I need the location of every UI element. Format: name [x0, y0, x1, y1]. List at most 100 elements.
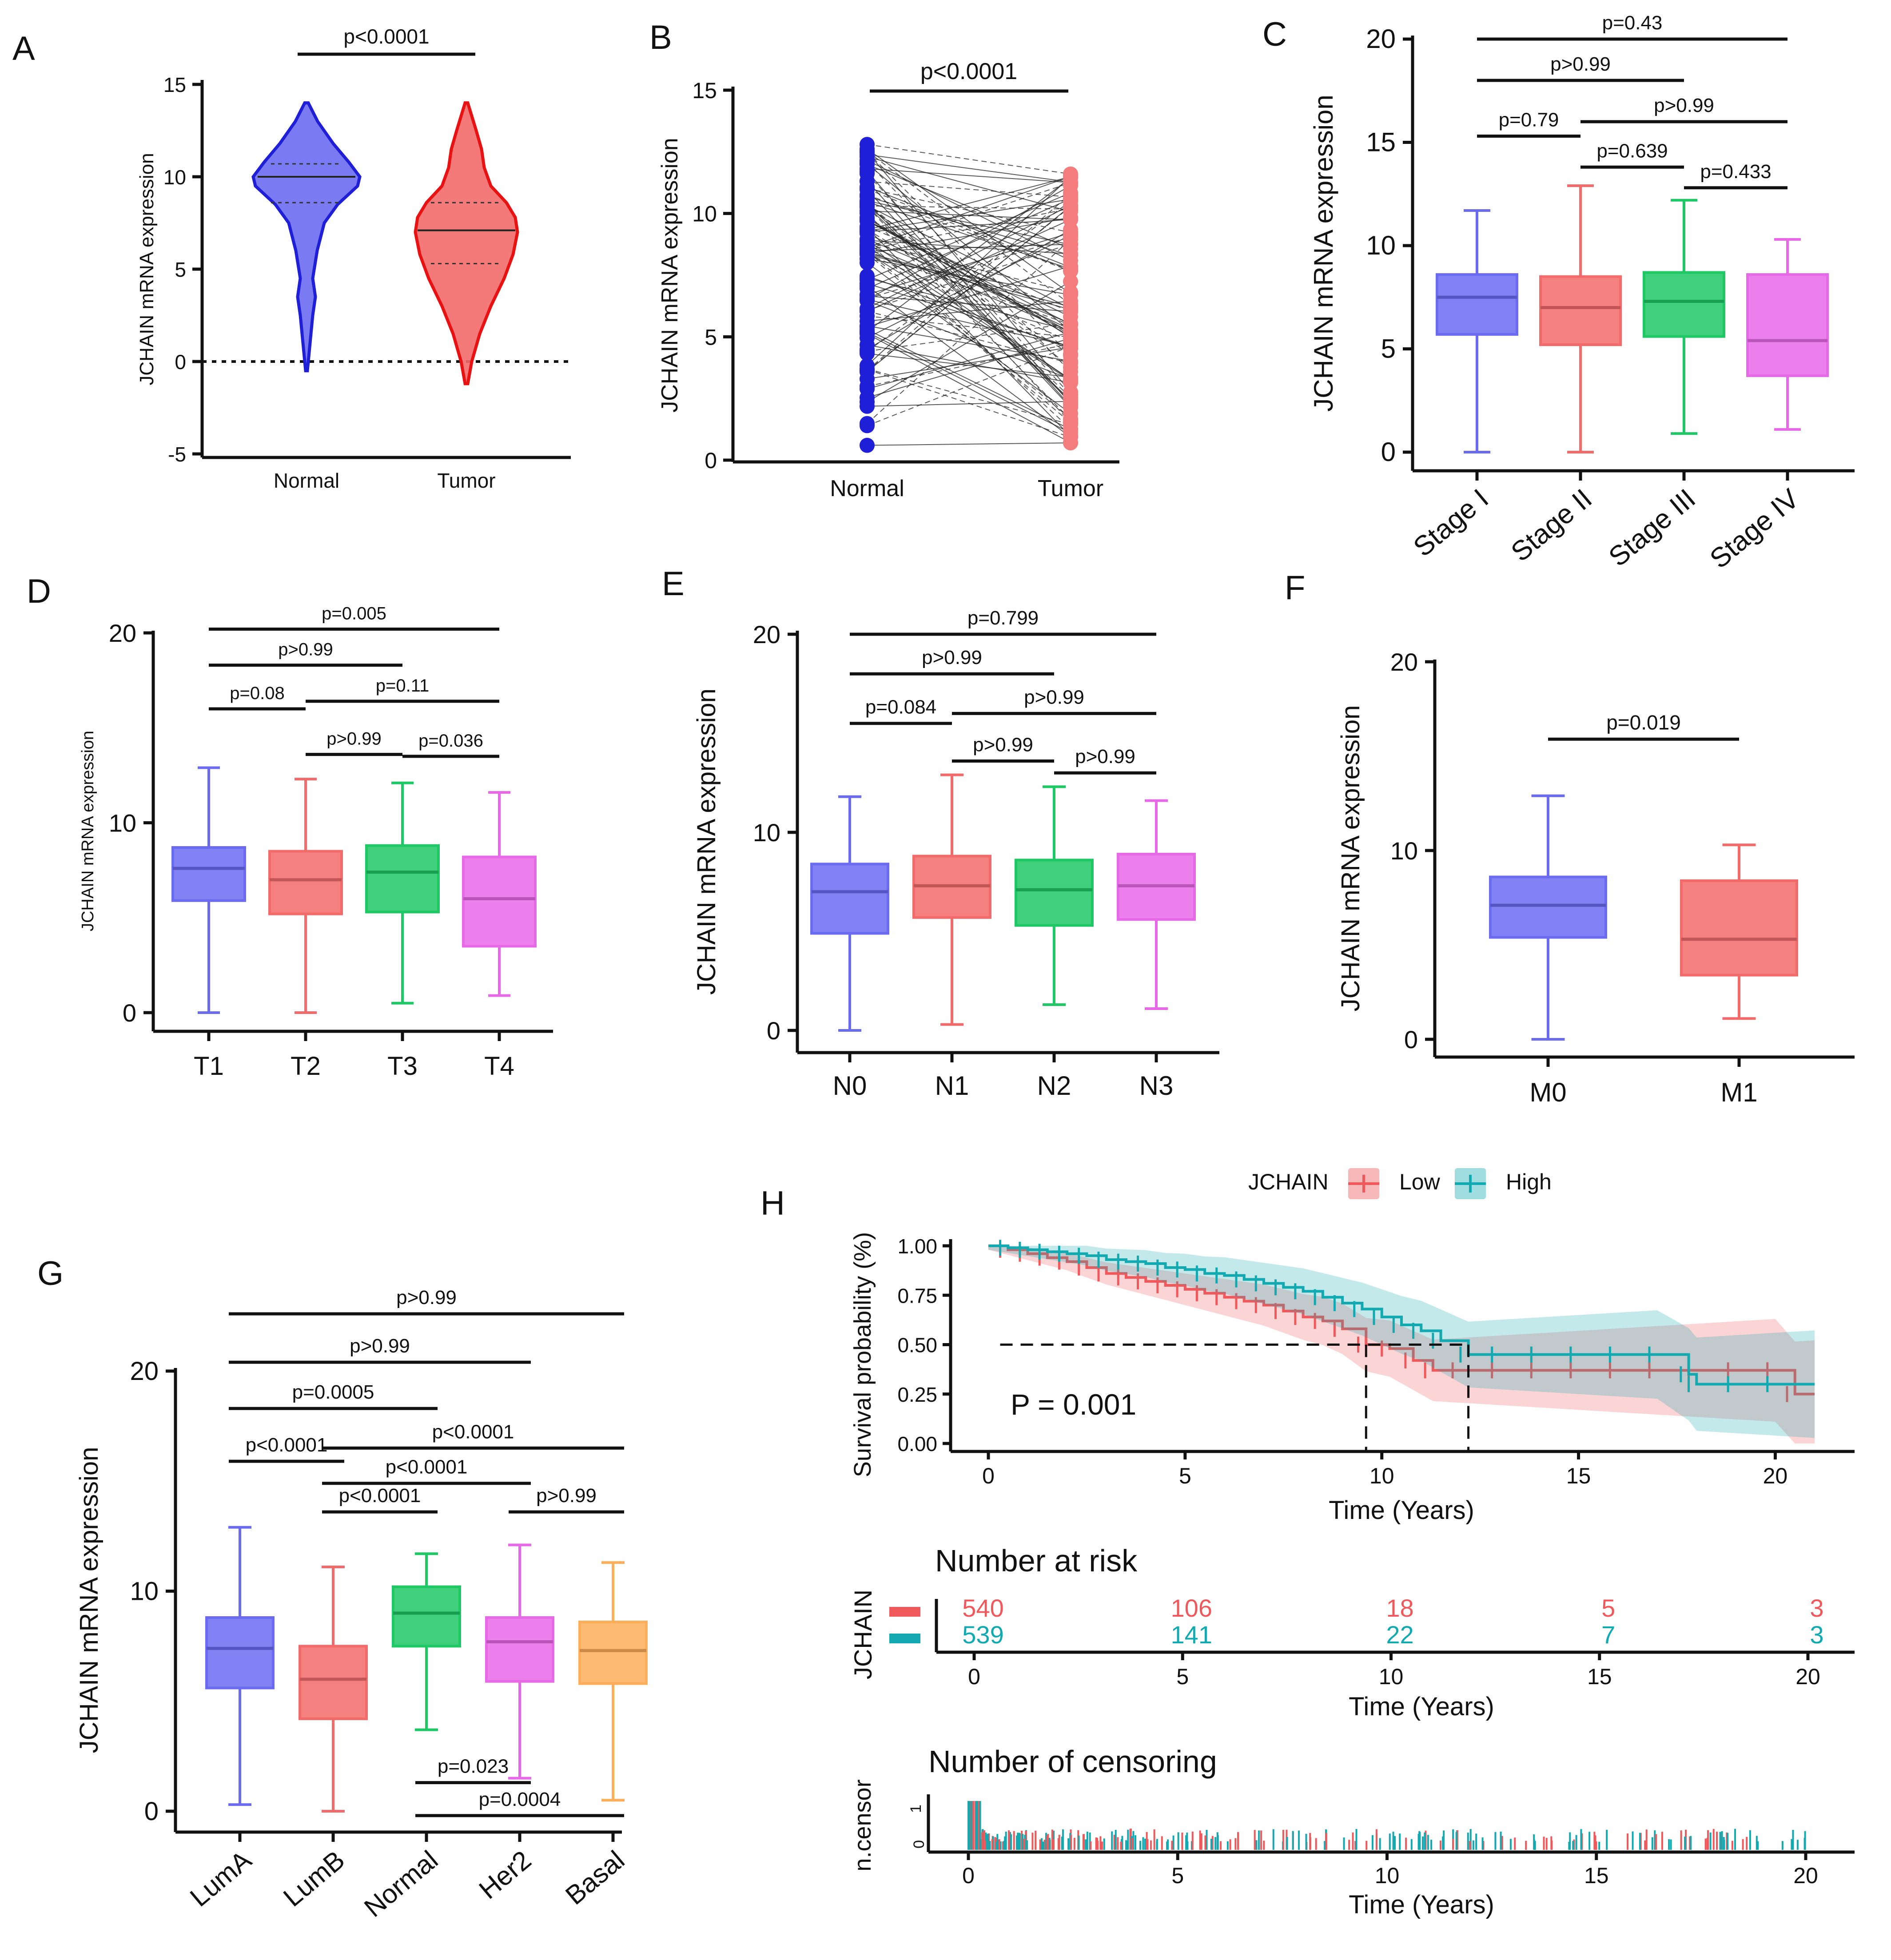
pair-line [867, 369, 1071, 438]
x-tick-label: N3 [1139, 1071, 1174, 1101]
comparison-label: p=0.0004 [479, 1789, 561, 1810]
pair-line [867, 323, 1071, 352]
km-y-tick-label: 0.00 [897, 1432, 937, 1455]
censor-x-tick-label: 20 [1793, 1863, 1818, 1888]
normal-point [860, 292, 875, 307]
pair-line [867, 239, 1071, 324]
comparison-label: p=0.019 [1606, 711, 1681, 734]
box-Her2 [485, 1616, 554, 1683]
y-tick-label: 20 [1390, 648, 1418, 676]
violin-Tumor [414, 101, 519, 386]
y-axis-label: JCHAIN mRNA expression [1309, 95, 1338, 412]
pair-line [867, 253, 1071, 342]
risk-x-tick-label: 5 [1176, 1664, 1189, 1689]
risk-count: 7 [1601, 1621, 1615, 1649]
comparison-label: p=0.639 [1596, 140, 1668, 162]
comparison-label: p>0.99 [1550, 53, 1611, 75]
comparison-label: p>0.99 [1654, 95, 1714, 116]
x-tick-label: Stage I [1408, 483, 1494, 563]
y-tick-label: 0 [144, 1797, 159, 1826]
panel-label-b: B [649, 19, 672, 56]
y-tick-label: 15 [163, 73, 186, 96]
pair-line [867, 164, 1071, 250]
censor-title: Number of censoring [928, 1744, 1217, 1779]
normal-point [860, 437, 875, 453]
pair-line [867, 277, 1071, 331]
y-tick-label: 20 [130, 1357, 159, 1386]
pair-line [867, 325, 1071, 362]
tumor-point [1063, 354, 1078, 369]
pair-line [867, 286, 1071, 437]
tumor-point [1063, 435, 1078, 451]
km-curve-High [988, 1244, 1815, 1386]
y-tick-label: 0 [1381, 437, 1396, 467]
risk-count: 540 [962, 1594, 1003, 1622]
panel-h-survival: JCHAIN Low High 0.000.250.500.751.000 5 10… [849, 1168, 1855, 1919]
risk-y-label: JCHAIN [849, 1590, 877, 1679]
panel-label-h: H [760, 1185, 785, 1222]
x-tick-label: Normal [358, 1845, 443, 1923]
pair-line [867, 207, 1071, 338]
pair-line [867, 206, 1071, 372]
x-tick-label: N0 [833, 1071, 867, 1101]
x-tick-label: Stage III [1603, 483, 1701, 572]
km-curve-Low [988, 1244, 1815, 1395]
normal-point [860, 361, 875, 377]
panel-g-subtype-box: 0 10 20 JCHAIN mRNA expression LumA LumB Norma… [75, 1287, 648, 1923]
y-tick-label: 5 [175, 258, 186, 281]
x-tick-label: LumB [278, 1845, 350, 1912]
box-Stage I [1436, 273, 1518, 336]
y-tick-label: 15 [1366, 127, 1396, 157]
pair-line [867, 154, 1071, 183]
panel-label-e: E [662, 565, 685, 603]
pair-line [867, 401, 1071, 407]
censor-x-tick-label: 0 [962, 1863, 975, 1888]
pair-line [867, 202, 1071, 398]
pair-line [867, 177, 1071, 332]
normal-point [860, 378, 875, 394]
x-tick-label: Basal [560, 1845, 630, 1911]
x-tick-label: Normal [274, 469, 339, 492]
box-Normal [392, 1585, 461, 1648]
censor-y-label: n.censor [849, 1779, 876, 1871]
normal-point [860, 319, 875, 334]
comparison-label: p>0.99 [350, 1335, 410, 1357]
x-tick-label: T4 [484, 1052, 514, 1081]
pair-line [867, 239, 1071, 424]
pair-line [867, 300, 1071, 380]
comparison-label: p<0.0001 [920, 59, 1017, 84]
pair-line [867, 203, 1071, 368]
pair-line [867, 266, 1071, 327]
tumor-point [1063, 236, 1078, 252]
violin-Normal [251, 101, 362, 373]
x-tick-label: Stage IV [1704, 483, 1805, 574]
pair-line [867, 162, 1071, 372]
box-LumA [205, 1616, 275, 1690]
pair-line [867, 213, 1071, 420]
y-axis-label: JCHAIN mRNA expression [75, 1447, 104, 1753]
censor-y-tick: 0 [911, 1840, 928, 1849]
pair-line [867, 315, 1071, 338]
pair-line [867, 156, 1071, 212]
pair-line [867, 198, 1071, 289]
box-Stage IV [1746, 273, 1829, 377]
x-tick-label: LumA [184, 1845, 257, 1912]
normal-point [860, 344, 875, 359]
pair-line [867, 205, 1071, 210]
y-tick-label: 10 [753, 819, 780, 847]
comparison-label: p=0.005 [322, 604, 386, 623]
pair-line [867, 188, 1071, 233]
risk-row-swatch [889, 1607, 920, 1617]
comparison-label: p<0.0001 [386, 1456, 468, 1478]
km-x-tick-label: 10 [1369, 1463, 1394, 1488]
y-tick-label: 5 [705, 325, 717, 350]
pair-line [867, 239, 1071, 380]
risk-x-tick-label: 20 [1795, 1664, 1820, 1689]
km-x-tick-label: 0 [982, 1463, 995, 1488]
normal-point [860, 181, 875, 196]
comparison-label: p=0.023 [438, 1756, 509, 1777]
km-y-tick-label: 1.00 [897, 1235, 937, 1258]
box-N2 [1015, 859, 1094, 927]
risk-count: 106 [1171, 1594, 1212, 1622]
